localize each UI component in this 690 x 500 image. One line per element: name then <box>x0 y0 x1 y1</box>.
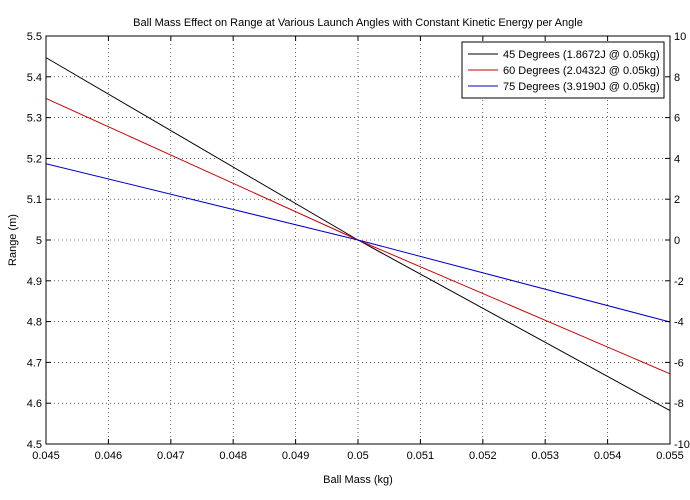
y-tick-label: 4.8 <box>27 317 42 329</box>
y-tick-label: 4.6 <box>27 398 42 410</box>
legend-label: 75 Degrees (3.9190J @ 0.05kg) <box>503 81 660 93</box>
y2-tick-label: 6 <box>674 113 680 125</box>
x-tick-label: 0.046 <box>95 450 123 462</box>
x-tick-label: 0.045 <box>32 450 60 462</box>
x-tick-label: 0.053 <box>531 450 559 462</box>
y-tick-label: 5.1 <box>27 194 42 206</box>
y-axis-title: Range (m) <box>7 214 19 266</box>
y2-tick-label: 4 <box>674 153 680 165</box>
y-tick-label: 5.2 <box>27 153 42 165</box>
x-axis-title: Ball Mass (kg) <box>323 474 393 486</box>
y2-tick-label: 8 <box>674 72 680 84</box>
y-tick-label: 4.5 <box>27 439 42 451</box>
chart-title: Ball Mass Effect on Range at Various Lau… <box>133 17 583 29</box>
x-tick-label: 0.048 <box>219 450 247 462</box>
x-tick-label: 0.052 <box>469 450 497 462</box>
y-tick-label: 5.3 <box>27 113 42 125</box>
x-tick-label: 0.051 <box>407 450 435 462</box>
legend: 45 Degrees (1.8672J @ 0.05kg) 60 Degrees … <box>461 41 665 99</box>
y2-tick-label: -8 <box>674 398 684 410</box>
y-tick-label: 5 <box>36 235 42 247</box>
y-tick-label: 4.9 <box>27 276 42 288</box>
x-tick-label: 0.05 <box>347 450 368 462</box>
y2-tick-label: -4 <box>674 317 684 329</box>
y2-tick-label: 10 <box>674 31 686 43</box>
x-tick-label: 0.047 <box>157 450 185 462</box>
y-tick-label: 4.7 <box>27 357 42 369</box>
y-tick-label: 5.5 <box>27 31 42 43</box>
legend-label: 45 Degrees (1.8672J @ 0.05kg) <box>503 49 660 61</box>
y2-tick-label: -2 <box>674 276 684 288</box>
y2-tick-label: -6 <box>674 357 684 369</box>
series-line <box>45 163 671 323</box>
y2-tick-label: 0 <box>674 235 680 247</box>
y2-tick-label: -10 <box>674 439 690 451</box>
ticks: 0.045 0.046 0.047 0.048 0.049 0.05 0.051 0.052 0… <box>27 31 690 462</box>
x-tick-label: 0.054 <box>594 450 622 462</box>
series-lines <box>45 57 671 411</box>
x-tick-label: 0.049 <box>282 450 310 462</box>
legend-label: 60 Degrees (2.0432J @ 0.05kg) <box>503 65 660 77</box>
y2-tick-label: 2 <box>674 194 680 206</box>
x-tick-label: 0.055 <box>656 450 684 462</box>
y-tick-label: 5.4 <box>27 72 42 84</box>
